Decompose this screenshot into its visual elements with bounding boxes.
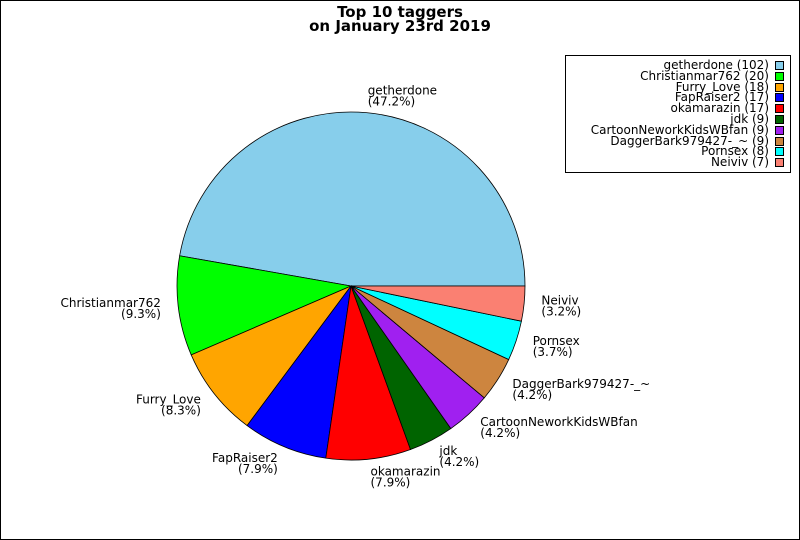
slice-percent-8: (4.2%) <box>512 388 552 402</box>
slice-percent-10: (3.2%) <box>541 305 581 319</box>
slice-percent-2: (9.3%) <box>121 307 161 321</box>
pie-slice-3 <box>190 285 353 427</box>
legend-label: CartoonNeworkKidsWBfan (9) <box>590 122 769 137</box>
legend-label: Furry_Love (18) <box>675 79 769 94</box>
legend-swatch <box>775 61 784 70</box>
legend-swatch <box>775 115 784 124</box>
legend-label: FapRaiser2 (17) <box>674 90 769 105</box>
legend-entry-6: jdk (9) <box>730 112 784 126</box>
chart-legend: getherdone (102) Christianmar762 (20) Furr… <box>565 55 791 173</box>
legend-swatch <box>775 71 784 81</box>
slice-label-8: DaggerBark979427-_~ <box>512 377 650 391</box>
legend-swatch <box>775 82 784 92</box>
legend-label: getherdone (102) <box>663 58 769 72</box>
slice-label-7: CartoonNeworkKidsWBfan <box>480 415 637 429</box>
legend-label: jdk (9) <box>730 112 769 126</box>
slice-percent-6: (4.2%) <box>439 455 479 469</box>
legend-entry-9: Pornsex (8) <box>701 144 784 159</box>
slice-percent-5: (7.9%) <box>371 475 411 489</box>
legend-swatch <box>775 125 784 135</box>
legend-entry-7: CartoonNeworkKidsWBfan (9) <box>590 122 784 137</box>
pie-slice-10 <box>350 285 526 322</box>
slice-label-10: Neiviv <box>541 294 578 308</box>
legend-swatch <box>775 158 784 168</box>
legend-entry-5: okamarazin (17) <box>670 101 784 116</box>
slice-percent-3: (8.3%) <box>161 404 201 418</box>
legend-entry-8: DaggerBark979427-_~ (9) <box>610 133 784 148</box>
legend-entry-3: Furry_Love (18) <box>675 79 784 94</box>
chart-title-line-1: Top 10 taggers <box>337 3 463 21</box>
pie-slice-2 <box>176 255 353 356</box>
slice-label-2: Christianmar762 <box>61 296 161 310</box>
slice-label-6: jdk <box>438 444 457 458</box>
legend-entry-1: getherdone (102) <box>663 58 784 72</box>
legend-label: DaggerBark979427-_~ (9) <box>610 133 769 148</box>
legend-label: Neiviv (7) <box>710 155 769 170</box>
slice-label-5: okamarazin <box>371 464 441 478</box>
legend-entry-4: FapRaiser2 (17) <box>674 90 784 105</box>
chart-title-line-2: on January 23rd 2019 <box>309 17 491 35</box>
legend-swatch <box>775 104 784 114</box>
legend-swatch <box>775 136 784 146</box>
slice-label-9: Pornsex <box>533 334 580 348</box>
slice-label-4: FapRaiser2 <box>212 451 278 465</box>
legend-label: Christianmar762 (20) <box>640 68 769 83</box>
legend-entry-10: Neiviv (7) <box>710 155 784 170</box>
slice-label-1: getherdone <box>368 83 437 97</box>
slice-percent-1: (47.2%) <box>368 94 415 108</box>
legend-swatch <box>775 93 784 103</box>
slice-percent-4: (7.9%) <box>238 462 278 476</box>
legend-swatch <box>775 147 784 157</box>
legend-label: Pornsex (8) <box>701 144 769 159</box>
legend-entry-2: Christianmar762 (20) <box>640 68 784 83</box>
pie-slice-1 <box>179 111 526 287</box>
slice-percent-7: (4.2%) <box>480 426 520 440</box>
slice-percent-9: (3.7%) <box>533 345 573 359</box>
slice-label-3: Furry_Love <box>136 393 201 407</box>
legend-label: okamarazin (17) <box>670 101 769 116</box>
